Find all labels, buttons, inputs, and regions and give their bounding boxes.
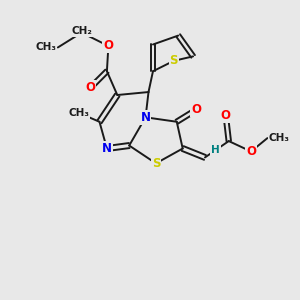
Text: CH₃: CH₃	[269, 133, 290, 143]
Text: S: S	[169, 54, 178, 67]
Text: O: O	[85, 81, 96, 94]
Text: CH₃: CH₃	[35, 43, 56, 52]
Text: O: O	[246, 145, 256, 158]
Text: S: S	[152, 157, 160, 170]
Text: CH₂: CH₂	[71, 26, 92, 36]
Text: H: H	[211, 145, 220, 155]
Text: O: O	[103, 40, 113, 52]
Text: CH₃: CH₃	[68, 108, 89, 118]
Text: N: N	[102, 142, 112, 155]
Text: O: O	[221, 109, 231, 122]
Text: O: O	[191, 103, 201, 116]
Text: N: N	[140, 111, 151, 124]
